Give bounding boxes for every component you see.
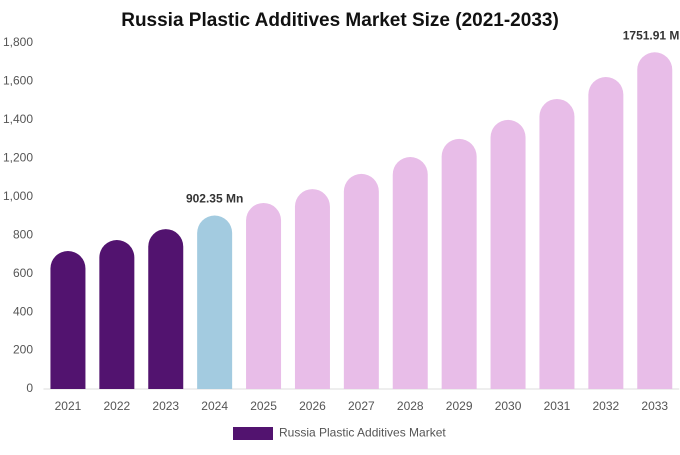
- x-tick-label: 2030: [495, 399, 522, 413]
- y-tick-label: 1,600: [3, 74, 33, 88]
- bar: [588, 77, 624, 390]
- bar: [637, 52, 673, 390]
- x-tick-label: 2022: [103, 399, 130, 413]
- y-tick-label: 400: [13, 304, 33, 318]
- bar: [197, 215, 233, 389]
- bar: [441, 138, 477, 389]
- legend-label: Russia Plastic Additives Market: [279, 426, 446, 440]
- bar: [99, 240, 135, 389]
- x-tick-label: 2031: [544, 399, 571, 413]
- chart-title: Russia Plastic Additives Market Size (20…: [121, 10, 559, 31]
- bar: [148, 229, 184, 389]
- value-label: 902.35 Mn: [186, 192, 243, 206]
- bar: [539, 98, 575, 389]
- bar: [343, 173, 379, 389]
- x-tick-label: 2021: [55, 399, 82, 413]
- bar: [294, 189, 330, 389]
- x-tick-label: 2027: [348, 399, 375, 413]
- x-tick-label: 2023: [152, 399, 179, 413]
- y-tick-label: 0: [26, 381, 33, 395]
- bar: [50, 250, 86, 389]
- x-tick-label: 2026: [299, 399, 326, 413]
- x-tick-label: 2028: [397, 399, 424, 413]
- y-tick-label: 1,400: [3, 112, 33, 126]
- y-tick-label: 1,800: [3, 35, 33, 49]
- x-tick-label: 2029: [446, 399, 473, 413]
- y-tick-label: 600: [13, 266, 33, 280]
- bar: [490, 119, 526, 389]
- x-tick-label: 2024: [201, 399, 228, 413]
- x-tick-label: 2032: [592, 399, 619, 413]
- y-tick-label: 200: [13, 343, 33, 357]
- legend-swatch: [233, 427, 273, 440]
- y-tick-label: 1,000: [3, 189, 33, 203]
- bar: [392, 156, 428, 389]
- x-tick-label: 2025: [250, 399, 277, 413]
- value-label: 1751.91 Mn: [623, 28, 680, 42]
- x-tick-label: 2033: [641, 399, 668, 413]
- y-tick-label: 800: [13, 227, 33, 241]
- y-tick-label: 1,200: [3, 151, 33, 165]
- bar: [246, 202, 282, 389]
